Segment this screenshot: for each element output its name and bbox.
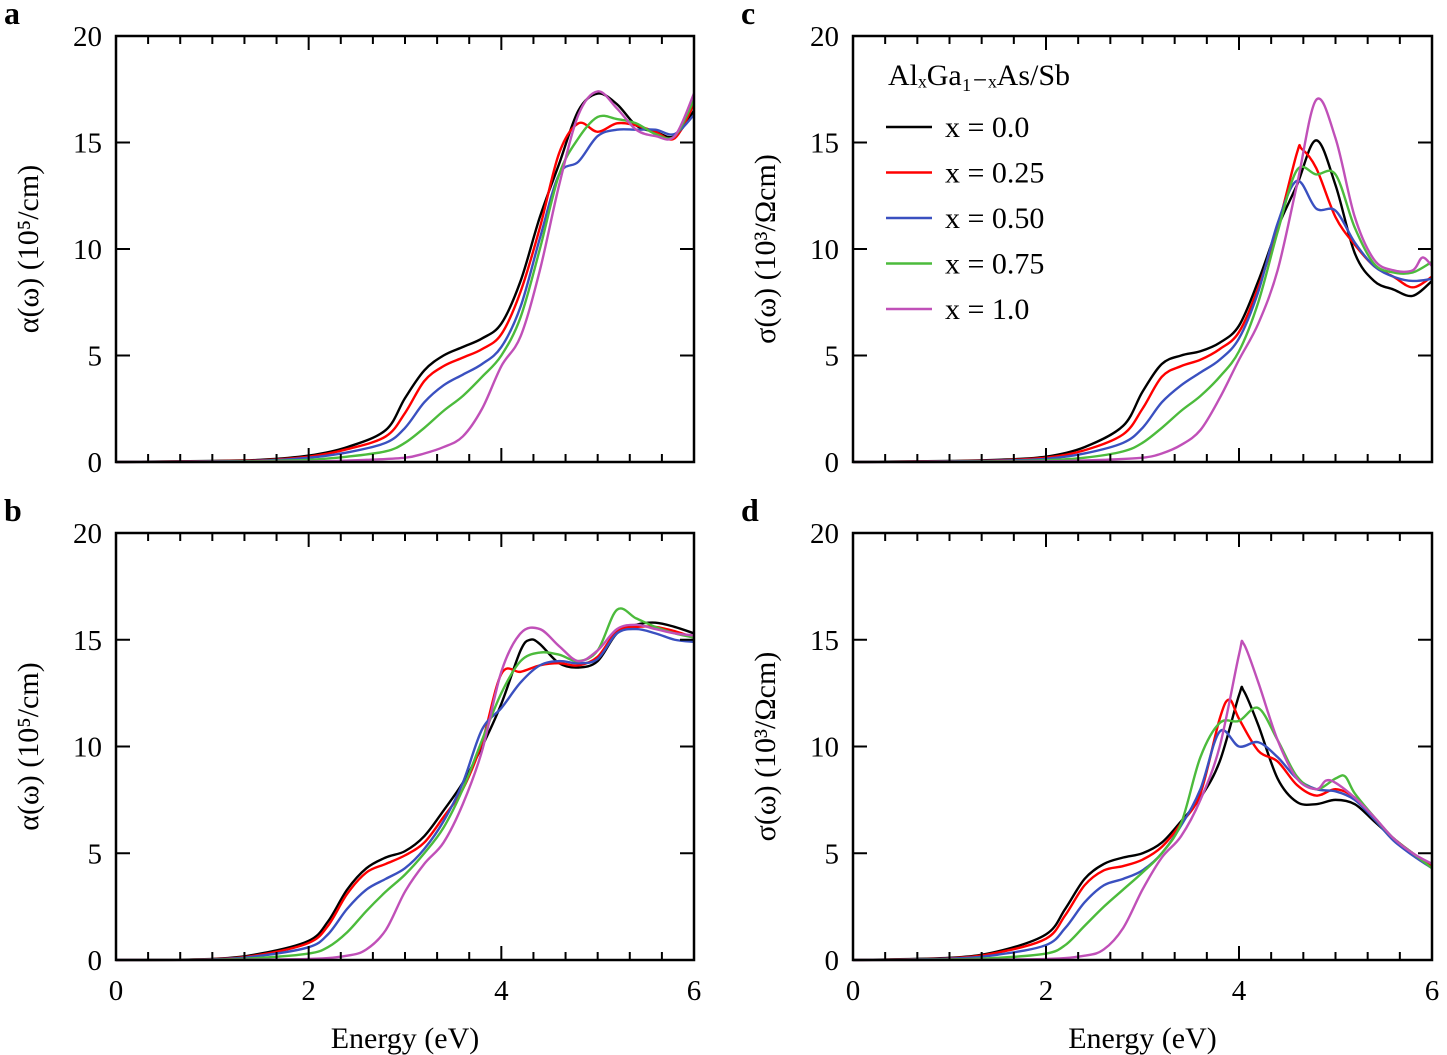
y-tick-label: 20 <box>810 518 839 550</box>
series-line <box>115 625 695 962</box>
series-line <box>852 165 1433 464</box>
series-line <box>115 623 695 962</box>
series-line <box>115 621 695 962</box>
x-tick-label: 6 <box>1425 975 1440 1007</box>
legend-entry: x = 0.75 <box>945 248 1044 281</box>
legend-entry: x = 0.50 <box>945 202 1044 235</box>
x-tick-label: 4 <box>494 975 509 1007</box>
y-tick-label: 10 <box>73 732 102 764</box>
x-tick-label: 6 <box>687 975 702 1007</box>
x-tick-label: 0 <box>109 975 124 1007</box>
legend-title: AlₓGa₁₋ₓAs/Sb <box>888 59 1070 92</box>
series-line <box>852 728 1433 962</box>
x-axis-label: Energy (eV) <box>1068 1022 1217 1055</box>
y-tick-label: 20 <box>810 21 839 53</box>
panel-letter: c <box>741 0 755 31</box>
plot-frame <box>114 531 696 962</box>
y-tick-label: 5 <box>825 341 840 373</box>
series-line <box>852 179 1433 464</box>
y-tick-label: 0 <box>88 945 103 977</box>
legend-entry: x = 1.0 <box>945 293 1029 326</box>
y-tick-label: 15 <box>73 128 102 160</box>
y-axis-label: α(ω) (10⁵/cm) <box>12 165 45 333</box>
x-tick-label: 2 <box>1039 975 1054 1007</box>
panel-d: 0 5 10 15 20 0 2 4 6 Energy (eV) σ(ω) (10³/Ωcm) d <box>741 492 1439 1055</box>
x-tick-label: 4 <box>1232 975 1247 1007</box>
series-line <box>852 97 1433 464</box>
series-line <box>852 685 1433 962</box>
y-tick-label: 0 <box>88 447 103 479</box>
panel-letter: d <box>741 492 759 528</box>
y-axis-label: σ(ω) (10³/Ωcm) <box>749 154 782 344</box>
panel-a: 0 5 10 15 20 α(ω) (10⁵/cm) a <box>4 0 696 479</box>
legend-entry: x = 0.0 <box>945 111 1029 144</box>
y-axis-label: σ(ω) (10³/Ωcm) <box>749 652 782 842</box>
x-axis-label: Energy (eV) <box>331 1022 480 1055</box>
y-tick-label: 0 <box>825 945 840 977</box>
y-tick-label: 20 <box>73 518 102 550</box>
y-tick-label: 15 <box>810 128 839 160</box>
plot-frame <box>851 34 1434 464</box>
series-line <box>852 698 1433 962</box>
plot-frame <box>851 531 1434 962</box>
y-tick-label: 10 <box>73 234 102 266</box>
series-line <box>115 92 695 464</box>
legend-entry: x = 0.25 <box>945 157 1044 190</box>
y-axis-label: α(ω) (10⁵/cm) <box>12 662 45 830</box>
y-tick-label: 15 <box>73 625 102 657</box>
panel-letter: a <box>4 0 20 31</box>
y-tick-label: 15 <box>810 625 839 657</box>
panel-c: 0 5 10 15 20 σ(ω) (10³/Ωcm) c AlₓGa₁₋ₓAs/Sb x = … <box>741 0 1434 479</box>
y-tick-label: 5 <box>88 838 103 870</box>
y-tick-label: 5 <box>825 838 840 870</box>
legend: AlₓGa₁₋ₓAs/Sb x = 0.0 x = 0.25 x = 0.50 x = … <box>886 59 1070 326</box>
series-line <box>852 143 1433 464</box>
series-line <box>852 639 1433 962</box>
panel-b: 0 5 10 15 20 0 2 4 6 Energy (eV) α(ω) (10⁵/cm) b <box>4 492 701 1055</box>
series-line <box>115 103 696 464</box>
x-tick-label: 2 <box>301 975 316 1007</box>
series-line <box>115 607 695 962</box>
series-line <box>115 113 695 464</box>
y-tick-label: 10 <box>810 732 839 764</box>
series-line <box>852 139 1433 464</box>
panel-letter: b <box>4 492 22 528</box>
y-tick-label: 20 <box>73 21 102 53</box>
y-tick-label: 0 <box>825 447 840 479</box>
series-line <box>115 99 696 464</box>
series-line <box>115 90 696 464</box>
y-tick-label: 10 <box>810 234 839 266</box>
series-line <box>852 706 1433 962</box>
x-tick-label: 0 <box>846 975 861 1007</box>
series-line <box>115 627 695 962</box>
y-tick-label: 5 <box>88 341 103 373</box>
